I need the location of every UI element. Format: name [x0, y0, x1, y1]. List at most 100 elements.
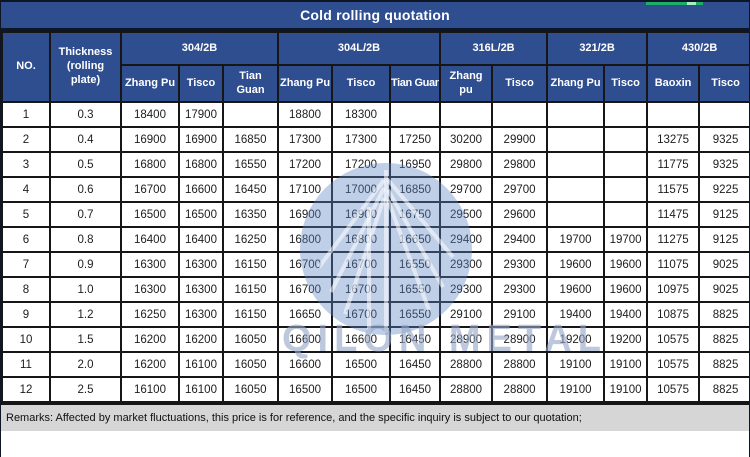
- no-cell: 8: [1, 276, 51, 303]
- sub-header: Zhang Pu: [546, 64, 606, 103]
- price-cell: [546, 126, 606, 153]
- price-cell: 16450: [389, 351, 442, 378]
- price-cell: 16350: [221, 201, 280, 228]
- sub-header: Zhang Pu: [120, 64, 180, 103]
- group-header: 321/2B: [546, 31, 649, 66]
- price-cell: 29600: [491, 201, 549, 228]
- price-cell: 8825: [698, 326, 749, 353]
- price-cell: 13275: [646, 126, 701, 153]
- price-cell: [546, 151, 606, 178]
- table-row: 11 2.0 16200 16100 16050 16600 16500 16450 28800…: [1, 351, 749, 378]
- price-cell: 11075: [646, 251, 701, 278]
- price-cell: 18300: [331, 101, 392, 128]
- selection-handle: [646, 2, 703, 5]
- sub-header: Tisco: [178, 64, 224, 103]
- no-cell: 12: [1, 376, 51, 403]
- thickness-cell: 2.0: [49, 351, 122, 378]
- no-cell: 11: [1, 351, 51, 378]
- price-cell: 28800: [491, 376, 549, 403]
- price-cell: 16600: [277, 326, 334, 353]
- group-header-row: NO. Thickness (rolling plate) 304/2B 304L/2…: [1, 31, 749, 103]
- price-cell: 16500: [331, 376, 392, 403]
- table-row: 9 1.2 16250 16300 16150 16650 16700 16550 29100 2…: [1, 301, 749, 328]
- price-cell: 16900: [178, 126, 224, 153]
- price-cell: 29400: [439, 226, 494, 253]
- table-row: 5 0.7 16500 16500 16350 16900 16900 16750 29500 2…: [1, 201, 749, 228]
- price-cell: 16100: [120, 376, 180, 403]
- price-cell: 17900: [178, 101, 224, 128]
- price-cell: 16500: [331, 351, 392, 378]
- group-header: 316L/2B: [439, 31, 549, 66]
- table-row: 1 0.3 18400 17900 18800 18300: [1, 101, 749, 128]
- price-cell: [546, 176, 606, 203]
- price-cell: 19100: [603, 351, 649, 378]
- price-cell: 16900: [120, 126, 180, 153]
- table-body: 1 0.3 18400 17900 18800 18300 2 0.4 16900 16900 16…: [1, 101, 749, 403]
- table-row: 2 0.4 16900 16900 16850 17300 17300 17250 30200 2…: [1, 126, 749, 153]
- price-cell: 16650: [389, 226, 442, 253]
- corner-thickness-header: Thickness (rolling plate): [49, 31, 122, 103]
- price-cell: 16250: [120, 301, 180, 328]
- price-cell: 28900: [439, 326, 494, 353]
- price-cell: 8825: [698, 351, 749, 378]
- price-cell: 16700: [277, 276, 334, 303]
- price-cell: 9125: [698, 226, 749, 253]
- price-cell: 18400: [120, 101, 180, 128]
- price-cell: 29300: [439, 276, 494, 303]
- table-row: 8 1.0 16300 16300 16150 16700 16700 16550 29300 2…: [1, 276, 749, 303]
- price-cell: 19200: [546, 326, 606, 353]
- price-cell: [221, 101, 280, 128]
- thickness-cell: 1.5: [49, 326, 122, 353]
- price-cell: 16300: [178, 251, 224, 278]
- table-row: 3 0.5 16800 16800 16550 17200 17200 16950 29800 2…: [1, 151, 749, 178]
- price-cell: 29700: [439, 176, 494, 203]
- page-title: Cold rolling quotation: [300, 7, 450, 23]
- table-row: 4 0.6 16700 16600 16450 17100 17000 16850 29700 2…: [1, 176, 749, 203]
- price-cell: 16800: [120, 151, 180, 178]
- price-cell: 16550: [221, 151, 280, 178]
- price-cell: 9025: [698, 276, 749, 303]
- price-cell: 16050: [221, 351, 280, 378]
- price-cell: 29800: [491, 151, 549, 178]
- no-cell: 2: [1, 126, 51, 153]
- price-cell: 16900: [331, 201, 392, 228]
- price-cell: 19700: [546, 226, 606, 253]
- price-cell: 16700: [120, 176, 180, 203]
- price-cell: 16550: [389, 301, 442, 328]
- no-cell: 5: [1, 201, 51, 228]
- price-cell: 19400: [603, 301, 649, 328]
- price-cell: 16200: [120, 326, 180, 353]
- price-cell: 16550: [389, 251, 442, 278]
- price-cell: 29300: [491, 251, 549, 278]
- sub-header: Zhang Pu: [277, 64, 334, 103]
- price-cell: 11575: [646, 176, 701, 203]
- sub-header: Tian Guan: [389, 64, 442, 103]
- thickness-cell: 1.0: [49, 276, 122, 303]
- price-cell: 16650: [277, 301, 334, 328]
- price-cell: 30200: [439, 126, 494, 153]
- price-cell: [603, 151, 649, 178]
- price-cell: 16800: [331, 226, 392, 253]
- sub-header: Baoxin: [646, 64, 701, 103]
- price-cell: 19600: [546, 251, 606, 278]
- title-bar: Cold rolling quotation: [1, 2, 749, 31]
- no-cell: 10: [1, 326, 51, 353]
- price-cell: 19700: [603, 226, 649, 253]
- price-cell: 16450: [389, 376, 442, 403]
- price-cell: 16150: [221, 301, 280, 328]
- price-cell: 16400: [178, 226, 224, 253]
- price-cell: [546, 201, 606, 228]
- sub-header: Tisco: [603, 64, 649, 103]
- price-cell: 16450: [389, 326, 442, 353]
- price-cell: 19100: [546, 351, 606, 378]
- price-cell: 17100: [277, 176, 334, 203]
- price-cell: 16300: [178, 276, 224, 303]
- price-cell: 8825: [698, 301, 749, 328]
- price-cell: [491, 101, 549, 128]
- price-cell: 10975: [646, 276, 701, 303]
- price-cell: 16600: [178, 176, 224, 203]
- price-cell: 17300: [331, 126, 392, 153]
- price-cell: 16450: [221, 176, 280, 203]
- price-cell: 29900: [491, 126, 549, 153]
- price-cell: 9325: [698, 151, 749, 178]
